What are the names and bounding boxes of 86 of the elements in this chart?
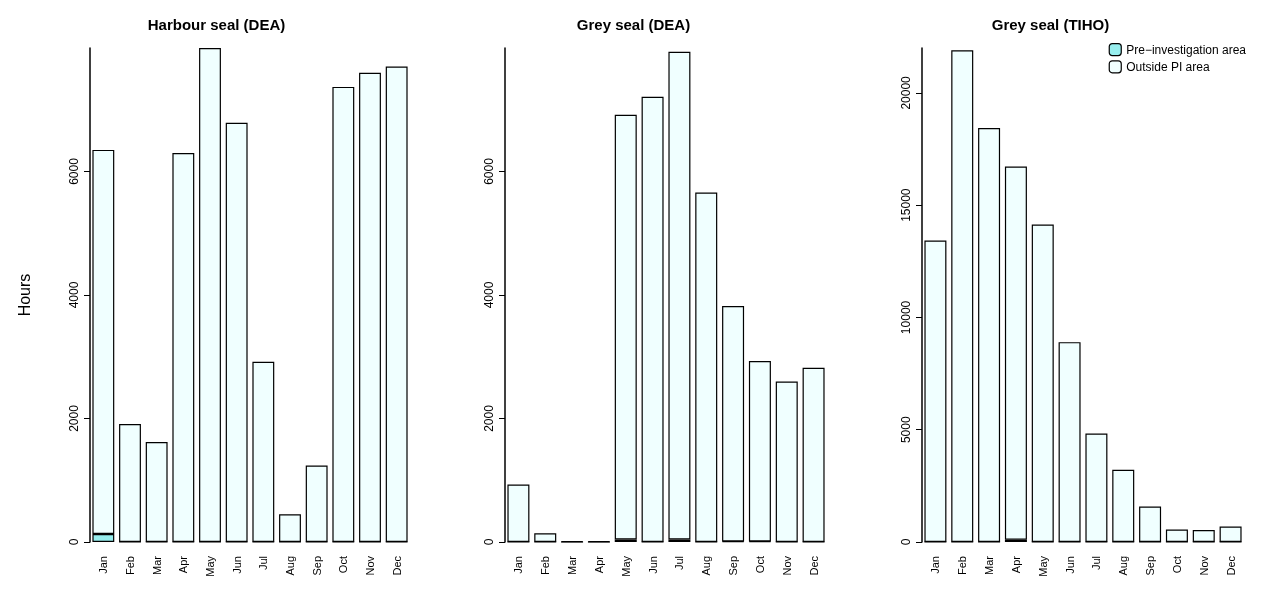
y-axis-title: Hours: [15, 273, 33, 317]
x-tick-label: Apr: [177, 555, 190, 574]
legend-label: Outside PI area: [1126, 59, 1210, 74]
x-tick-label: Sep: [1144, 556, 1157, 576]
y-tick-label: 5000: [899, 416, 913, 444]
x-tick-label: Feb: [956, 556, 969, 575]
x-tick-label: May: [1036, 555, 1049, 577]
legend-label: Pre−investigation area: [1126, 42, 1247, 57]
x-tick-label: Feb: [124, 556, 136, 575]
bar: [1058, 342, 1081, 542]
bar: [1139, 506, 1162, 542]
x-tick-label: Mar: [150, 555, 163, 575]
bar: [668, 51, 691, 540]
chart-title: Harbour seal (DEA): [147, 16, 286, 33]
bar: [641, 96, 664, 542]
x-tick-label: Jul: [257, 556, 270, 571]
bar: [225, 122, 248, 542]
x-tick-label: Aug: [700, 556, 713, 576]
y-tick-label: 2000: [482, 404, 496, 432]
x-tick-label: Sep: [727, 556, 740, 576]
x-tick-label: Jan: [512, 556, 525, 574]
x-tick-label: Jan: [929, 556, 942, 574]
x-tick-label: May: [204, 555, 216, 577]
x-tick-label: Aug: [1117, 556, 1130, 576]
x-tick-label: Jun: [230, 556, 243, 574]
y-tick-label: 4000: [67, 281, 81, 309]
chart-title: Grey seal (DEA): [576, 16, 691, 33]
bar: [951, 50, 974, 542]
bar: [252, 361, 275, 542]
bar: [279, 514, 301, 542]
y-tick-label: 0: [899, 538, 913, 546]
x-tick-label: Sep: [310, 556, 323, 576]
chart-title: Grey seal (TIHO): [991, 16, 1110, 33]
x-tick-label: Aug: [284, 556, 296, 576]
y-tick-label: 15000: [899, 188, 913, 222]
x-tick-label: Oct: [1170, 556, 1183, 574]
y-tick-label: 6000: [67, 157, 81, 185]
x-tick-label: Oct: [337, 556, 350, 574]
bar: [199, 48, 221, 542]
bar: [1085, 433, 1108, 542]
x-tick-label: Nov: [364, 555, 376, 576]
y-tick-label: 0: [482, 538, 496, 546]
y-tick-label: 0: [67, 538, 81, 546]
bar: [332, 86, 355, 542]
x-tick-label: Jun: [1063, 556, 1076, 574]
x-tick-label: Dec: [807, 555, 820, 576]
x-tick-label: Nov: [1197, 555, 1210, 576]
x-tick-label: Apr: [1009, 555, 1022, 574]
x-tick-label: Dec: [1224, 555, 1237, 576]
bar: [385, 66, 408, 542]
x-tick-label: Mar: [983, 555, 996, 575]
bar: [722, 306, 745, 542]
bar: [145, 441, 168, 542]
y-tick-label: 10000: [899, 300, 913, 335]
x-tick-label: Nov: [780, 555, 793, 576]
bar: [1112, 469, 1135, 542]
bar: [802, 367, 825, 542]
x-tick-label: Feb: [539, 556, 552, 575]
bar: [119, 424, 141, 542]
x-tick-label: Oct: [753, 556, 766, 574]
x-tick-label: Jun: [646, 556, 659, 574]
y-tick-label: 6000: [482, 157, 496, 185]
x-tick-label: Jan: [97, 556, 110, 574]
y-tick-label: 2000: [67, 404, 81, 432]
bar: [1192, 530, 1215, 542]
bar: [1004, 166, 1027, 540]
bar: [1165, 529, 1188, 542]
bar: [359, 72, 381, 542]
bar: [775, 381, 798, 542]
bar: [748, 361, 771, 542]
x-tick-label: Mar: [566, 555, 579, 575]
bar: [978, 127, 1001, 542]
x-tick-label: Apr: [592, 555, 605, 574]
y-tick-label: 20000: [899, 75, 913, 110]
bar: [172, 152, 195, 542]
x-tick-label: Jul: [1090, 556, 1103, 571]
bar: [534, 533, 557, 542]
x-tick-label: May: [619, 555, 632, 577]
bar: [305, 465, 328, 542]
bar: [1031, 224, 1054, 542]
x-tick-label: Jul: [673, 556, 686, 571]
x-tick-label: Dec: [390, 555, 403, 576]
y-tick-label: 4000: [482, 281, 496, 309]
bar: [614, 114, 637, 540]
bar: [695, 192, 718, 542]
bar: [1219, 526, 1242, 542]
